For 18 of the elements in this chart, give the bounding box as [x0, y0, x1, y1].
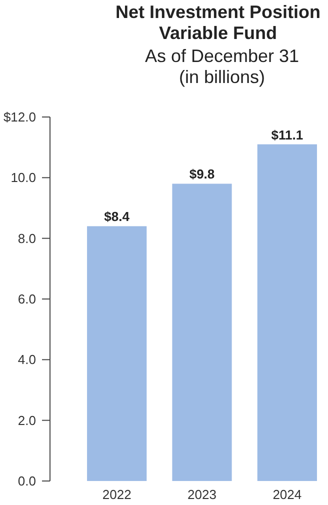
bar — [87, 226, 147, 481]
y-tick-label: 8.0 — [18, 230, 36, 246]
x-tick-label: 2024 — [272, 487, 302, 502]
chart-subtitle: As of December 31 (in billions) — [144, 46, 300, 87]
y-tick-label: 0.0 — [18, 474, 36, 489]
y-tick-label: 6.0 — [18, 292, 36, 307]
bar — [257, 144, 317, 481]
x-tick-label: 2022 — [102, 487, 132, 502]
y-tick-label: $12.0 — [3, 110, 36, 125]
x-tick-label: 2023 — [188, 487, 216, 502]
y-tick-label: 2.0 — [18, 412, 36, 428]
data-label: $8.4 — [104, 209, 130, 224]
y-tick-label: 10.0 — [10, 170, 36, 186]
data-label: $9.8 — [189, 166, 215, 182]
chart-title: Net Investment Position Variable Fund — [115, 2, 321, 43]
data-label: $11.1 — [271, 127, 304, 142]
bar — [172, 184, 232, 481]
y-tick-label: 4.0 — [18, 352, 36, 368]
